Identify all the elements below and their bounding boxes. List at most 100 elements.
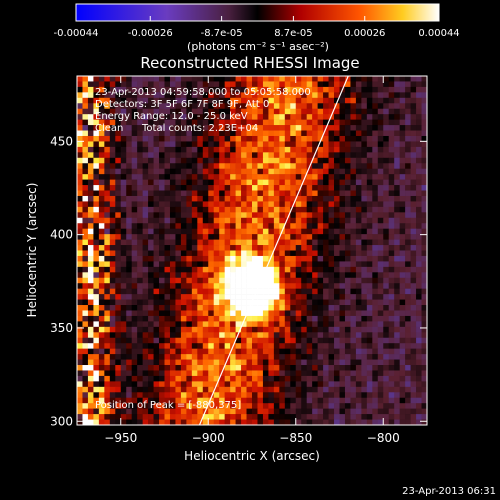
heatmap-cell	[410, 408, 417, 415]
heatmap-cell	[153, 272, 160, 279]
heatmap-cell	[142, 397, 149, 404]
heatmap-cell	[131, 381, 138, 388]
heatmap-cell	[202, 386, 209, 393]
heatmap-cell	[355, 408, 362, 415]
heatmap-cell	[295, 343, 302, 349]
heatmap-cell	[323, 217, 329, 224]
heatmap-cell	[246, 419, 253, 425]
heatmap-cell	[312, 185, 318, 191]
heatmap-cell	[219, 135, 225, 142]
heatmap-cell	[120, 403, 127, 409]
heatmap-cell	[153, 125, 160, 131]
heatmap-cell	[131, 294, 138, 300]
heatmap-cell	[372, 228, 379, 235]
heatmap-cell	[109, 245, 116, 251]
heatmap-cell	[131, 359, 138, 366]
heatmap-cell	[104, 217, 111, 224]
heatmap-cell	[273, 326, 280, 333]
heatmap-cell	[383, 408, 390, 415]
heatmap-cell	[328, 185, 335, 191]
heatmap-cell	[252, 354, 258, 360]
heatmap-cell	[323, 223, 329, 229]
heatmap-cell	[344, 403, 351, 409]
heatmap-cell	[252, 326, 258, 333]
heatmap-cell	[148, 146, 154, 153]
heatmap-cell	[104, 403, 111, 409]
heatmap-cell	[301, 223, 307, 229]
heatmap-cell	[104, 343, 111, 349]
heatmap-cell	[257, 108, 264, 115]
heatmap-cell	[312, 332, 318, 339]
heatmap-cell	[235, 370, 242, 377]
heatmap-cell	[87, 168, 94, 175]
heatmap-cell	[394, 392, 400, 399]
heatmap-cell	[153, 321, 160, 328]
heatmap-cell	[131, 255, 138, 262]
heatmap-cell	[317, 228, 324, 235]
heatmap-cell	[328, 310, 335, 317]
heatmap-cell	[284, 305, 291, 311]
heatmap-cell	[230, 397, 236, 404]
heatmap-cell	[377, 397, 384, 404]
heatmap-cell	[159, 343, 165, 349]
heatmap-cell	[306, 315, 313, 322]
heatmap-cell	[268, 114, 275, 120]
heatmap-cell	[159, 86, 165, 93]
heatmap-cell	[328, 403, 335, 409]
heatmap-cell	[355, 337, 362, 344]
heatmap-cell	[410, 168, 417, 175]
heatmap-cell	[230, 283, 236, 289]
heatmap-cell	[202, 97, 209, 104]
heatmap-cell	[279, 245, 286, 251]
heatmap-cell	[279, 239, 286, 246]
heatmap-cell	[372, 239, 379, 246]
heatmap-cell	[104, 157, 111, 164]
heatmap-cell	[388, 92, 395, 99]
heatmap-cell	[230, 76, 236, 82]
heatmap-cell	[87, 375, 94, 382]
heatmap-cell	[366, 354, 373, 360]
heatmap-cell	[399, 152, 406, 159]
heatmap-cell	[383, 201, 390, 208]
heatmap-cell	[191, 397, 198, 404]
heatmap-cell	[202, 146, 209, 153]
heatmap-cell	[344, 250, 351, 257]
heatmap-cell	[230, 179, 236, 186]
heatmap-cell	[405, 375, 411, 382]
heatmap-cell	[104, 386, 111, 393]
heatmap-cell	[159, 92, 165, 99]
y-axis-label: Heliocentric Y (arcsec)	[25, 183, 39, 318]
heatmap-cell	[131, 223, 138, 229]
heatmap-cell	[159, 179, 165, 186]
heatmap-cell	[372, 359, 379, 366]
heatmap-cell	[410, 146, 417, 153]
heatmap-cell	[295, 315, 302, 322]
heatmap-cell	[350, 103, 357, 110]
heatmap-cell	[208, 234, 215, 240]
heatmap-cell	[399, 332, 406, 339]
heatmap-cell	[306, 76, 313, 82]
heatmap-cell	[246, 201, 253, 208]
heatmap-cell	[377, 223, 384, 229]
heatmap-cell	[142, 174, 149, 180]
heatmap-cell	[323, 359, 329, 366]
heatmap-cell	[268, 348, 275, 355]
heatmap-cell	[137, 315, 143, 322]
heatmap-cell	[93, 370, 100, 377]
heatmap-cell	[290, 337, 297, 344]
heatmap-cell	[87, 250, 94, 257]
heatmap-cell	[421, 365, 427, 371]
heatmap-cell	[405, 255, 411, 262]
heatmap-cell	[295, 174, 302, 180]
heatmap-cell	[416, 272, 422, 279]
heatmap-cell	[148, 125, 154, 131]
heatmap-cell	[301, 163, 307, 169]
heatmap-cell	[115, 141, 122, 148]
heatmap-cell	[301, 261, 307, 268]
heatmap-cell	[104, 381, 111, 388]
heatmap-cell	[213, 365, 220, 371]
heatmap-cell	[153, 163, 160, 169]
heatmap-cell	[115, 239, 122, 246]
heatmap-cell	[421, 375, 427, 382]
heatmap-cell	[208, 332, 215, 339]
